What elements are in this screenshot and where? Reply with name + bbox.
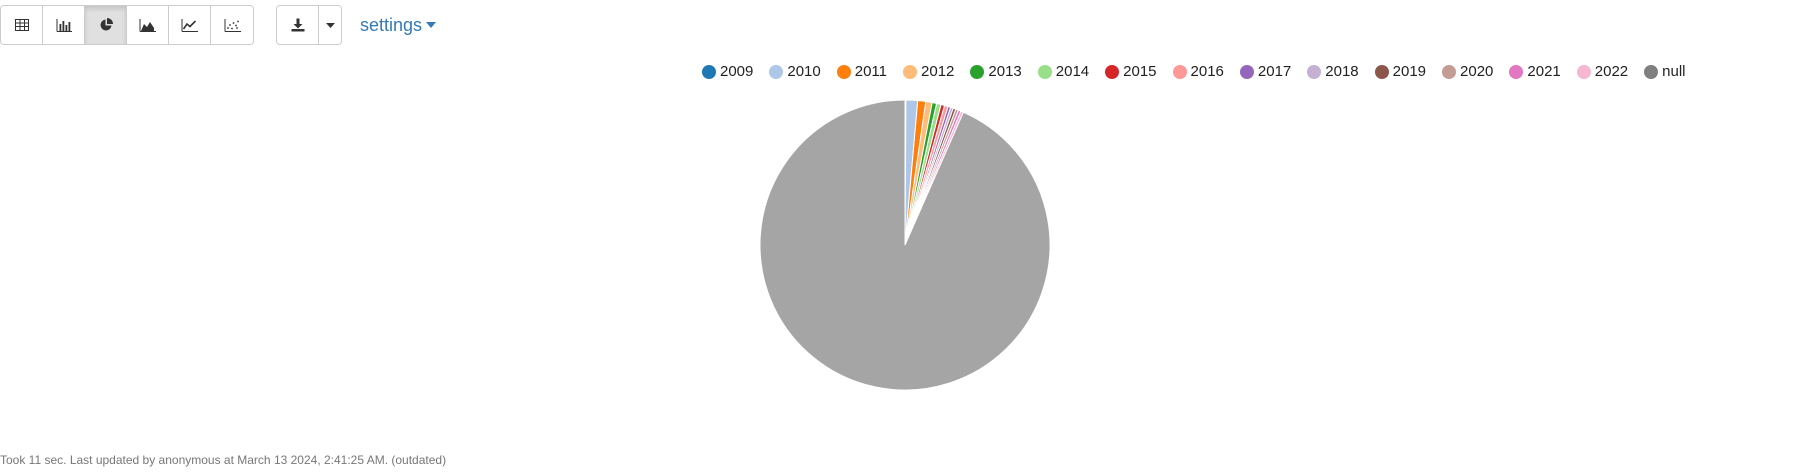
line-chart-button[interactable] [169,6,211,44]
area-chart-icon [139,18,156,32]
legend-label: 2015 [1123,63,1157,80]
pie-chart-icon [100,18,113,31]
legend-item-2012[interactable]: 2012 [903,63,954,80]
legend-swatch [1374,64,1389,79]
chart-toolbar: settings [0,5,437,45]
table-icon [14,19,29,31]
legend-label: 2022 [1594,63,1629,80]
legend-item-2018[interactable]: 2018 [1307,63,1359,80]
legend-swatch [903,64,918,79]
view-mode-group [0,5,254,45]
download-icon [291,18,304,32]
legend-swatch [1307,64,1322,79]
bar-chart-button[interactable] [43,6,85,44]
pie-slice-null[interactable] [760,100,1050,390]
legend-swatch [1105,64,1120,79]
status-footer: Took 11 sec. Last updated by anonymous a… [0,453,447,467]
legend-label: 2018 [1325,63,1359,80]
legend-swatch [769,64,784,79]
scatter-chart-icon [224,18,241,32]
legend-item-2010[interactable]: 2010 [769,63,821,80]
legend-label: 2020 [1460,63,1494,80]
legend-label: 2014 [1055,63,1090,80]
legend-swatch [1442,64,1457,79]
settings-dropdown[interactable]: settings [360,14,437,36]
legend-item-2015[interactable]: 2015 [1105,63,1157,80]
legend-swatch [1509,64,1524,79]
legend-swatch [970,64,985,79]
legend-label: 2017 [1257,63,1292,80]
legend-item-2009[interactable]: 2009 [702,63,753,80]
legend-swatch [836,64,851,79]
legend-item-2014[interactable]: 2014 [1037,63,1090,80]
legend-label: 2019 [1392,63,1427,80]
legend-label: 2010 [787,63,821,80]
bar-chart-icon [56,18,72,32]
legend-swatch [1037,64,1052,79]
export-button[interactable] [277,6,319,44]
legend-swatch [1239,64,1254,79]
caret-down-icon [426,22,437,28]
chart-legend: 2009 2010 2011 2012 2013 2014 2015 2016 2017 2018… [702,63,1686,80]
export-dropdown-button[interactable] [319,6,341,44]
caret-down-icon [325,22,335,28]
legend-item-null[interactable]: null [1644,63,1686,80]
legend-swatch [1172,64,1187,79]
legend-label: 2011 [854,63,888,80]
table-view-button[interactable] [1,6,43,44]
pie-chart-button[interactable] [85,6,127,44]
legend-item-2021[interactable]: 2021 [1509,63,1561,80]
legend-swatch [702,64,716,79]
settings-label: settings [360,14,423,35]
legend-item-2013[interactable]: 2013 [970,63,1022,80]
legend-label: 2016 [1190,63,1224,80]
pie-chart [760,100,1050,390]
line-chart-icon [181,18,198,32]
legend-swatch [1576,64,1591,79]
legend-item-2022[interactable]: 2022 [1576,63,1629,80]
legend-swatch [1644,64,1659,79]
legend-item-2019[interactable]: 2019 [1374,63,1427,80]
legend-item-2017[interactable]: 2017 [1239,63,1292,80]
legend-label: 2009 [720,63,754,80]
legend-item-2020[interactable]: 2020 [1442,63,1493,80]
legend-label: 2012 [921,63,955,80]
legend-item-2016[interactable]: 2016 [1172,63,1224,80]
scatter-chart-button[interactable] [211,6,253,44]
legend-label: null [1662,63,1686,80]
legend-label: 2013 [988,63,1022,80]
area-chart-button[interactable] [127,6,169,44]
export-group [276,5,342,45]
legend-label: 2021 [1527,63,1561,80]
legend-item-2011[interactable]: 2011 [836,63,888,80]
